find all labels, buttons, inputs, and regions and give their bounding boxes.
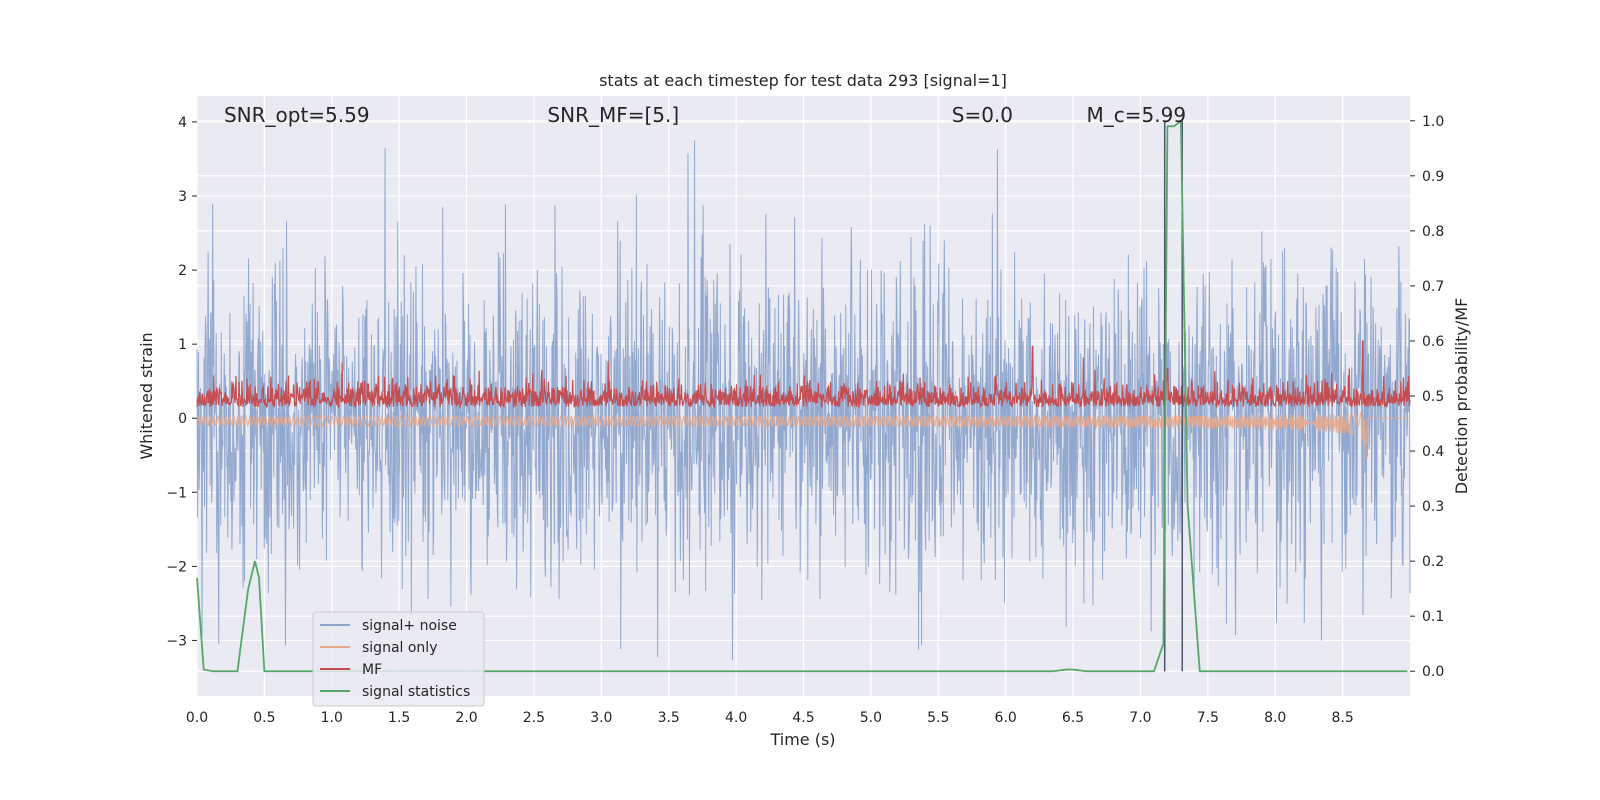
y-tick-label-right: 0.8 bbox=[1422, 224, 1444, 240]
y-axis-label-right: Detection probability/MF bbox=[1452, 298, 1471, 495]
y-tick-label-right: 0.5 bbox=[1422, 389, 1444, 405]
annotation-1: SNR_MF=[5.] bbox=[547, 103, 679, 127]
y-tick-label-right: 0.2 bbox=[1422, 554, 1444, 570]
annotation-0: SNR_opt=5.59 bbox=[224, 103, 370, 127]
y-tick-label-right: 1.0 bbox=[1422, 114, 1444, 130]
x-tick-label: 0.5 bbox=[253, 710, 275, 726]
y-tick-label-left: −3 bbox=[166, 633, 187, 649]
legend-label-signal-only: signal only bbox=[362, 640, 437, 656]
y-axis-label-left: Whitened strain bbox=[137, 332, 156, 459]
series-signal-only bbox=[196, 412, 1410, 459]
y-tick-label-right: 0.0 bbox=[1422, 664, 1444, 680]
annotations: SNR_opt=5.59 SNR_MF=[5.] S=0.0 M_c=5.99 bbox=[224, 103, 1186, 127]
x-tick-label: 1.0 bbox=[321, 710, 343, 726]
y-tick-labels-left: 4 3 2 1 0 −1 −2 −3 bbox=[166, 115, 197, 649]
x-tick-label: 7.5 bbox=[1197, 710, 1219, 726]
annotation-3: M_c=5.99 bbox=[1087, 103, 1187, 127]
y-tick-label-left: 2 bbox=[178, 263, 187, 279]
y-tick-label-left: −2 bbox=[166, 559, 187, 575]
chart-title: stats at each timestep for test data 293… bbox=[599, 71, 1007, 90]
y-tick-label-left: 0 bbox=[178, 411, 187, 427]
x-tick-label: 8.0 bbox=[1264, 710, 1286, 726]
y-tick-label-right: 0.1 bbox=[1422, 609, 1444, 625]
y-tick-labels-right: 1.0 0.9 0.8 0.7 0.6 0.5 0.4 0.3 0.2 0.1 0.0 bbox=[1410, 114, 1444, 680]
line-mf bbox=[196, 340, 1411, 410]
x-tick-labels: 0.0 0.5 1.0 1.5 2.0 2.5 3.0 3.5 4.0 4.5 5.0 5.5 6.0 6… bbox=[186, 710, 1354, 726]
x-tick-label: 4.0 bbox=[725, 710, 747, 726]
x-tick-label: 4.5 bbox=[792, 710, 814, 726]
y-tick-label-right: 0.9 bbox=[1422, 169, 1444, 185]
x-tick-label: 5.5 bbox=[927, 710, 949, 726]
legend-label-signal-statistics: signal statistics bbox=[362, 684, 470, 700]
legend-label-signal-noise: signal+ noise bbox=[362, 618, 457, 634]
x-tick-label: 2.0 bbox=[455, 710, 477, 726]
x-tick-label: 8.5 bbox=[1331, 710, 1353, 726]
x-tick-label: 1.5 bbox=[388, 710, 410, 726]
x-tick-label: 7.0 bbox=[1129, 710, 1151, 726]
x-tick-label: 5.0 bbox=[860, 710, 882, 726]
annotation-2: S=0.0 bbox=[952, 103, 1013, 127]
x-tick-label: 3.5 bbox=[658, 710, 680, 726]
y-tick-label-left: −1 bbox=[166, 485, 187, 501]
y-tick-label-left: 4 bbox=[178, 115, 187, 131]
x-tick-label: 3.0 bbox=[590, 710, 612, 726]
y-tick-label-left: 3 bbox=[178, 189, 187, 205]
legend-label-mf: MF bbox=[362, 662, 382, 678]
x-tick-label: 6.0 bbox=[995, 710, 1017, 726]
y-tick-label-right: 0.3 bbox=[1422, 499, 1444, 515]
x-tick-label: 0.0 bbox=[186, 710, 208, 726]
series-mf bbox=[196, 340, 1411, 410]
legend: signal+ noise signal only MF signal stat… bbox=[312, 611, 485, 707]
line-signal-only bbox=[196, 412, 1410, 459]
legend-box bbox=[312, 611, 485, 707]
y-tick-label-left: 1 bbox=[178, 337, 187, 353]
y-tick-label-right: 0.4 bbox=[1422, 444, 1444, 460]
y-tick-label-right: 0.6 bbox=[1422, 334, 1444, 350]
x-tick-label: 2.5 bbox=[523, 710, 545, 726]
series-signal-statistics bbox=[196, 118, 1408, 673]
x-axis-label: Time (s) bbox=[769, 730, 835, 749]
line-signal-statistics bbox=[196, 118, 1408, 673]
x-tick-label: 6.5 bbox=[1062, 710, 1084, 726]
y-tick-label-right: 0.7 bbox=[1422, 279, 1444, 295]
